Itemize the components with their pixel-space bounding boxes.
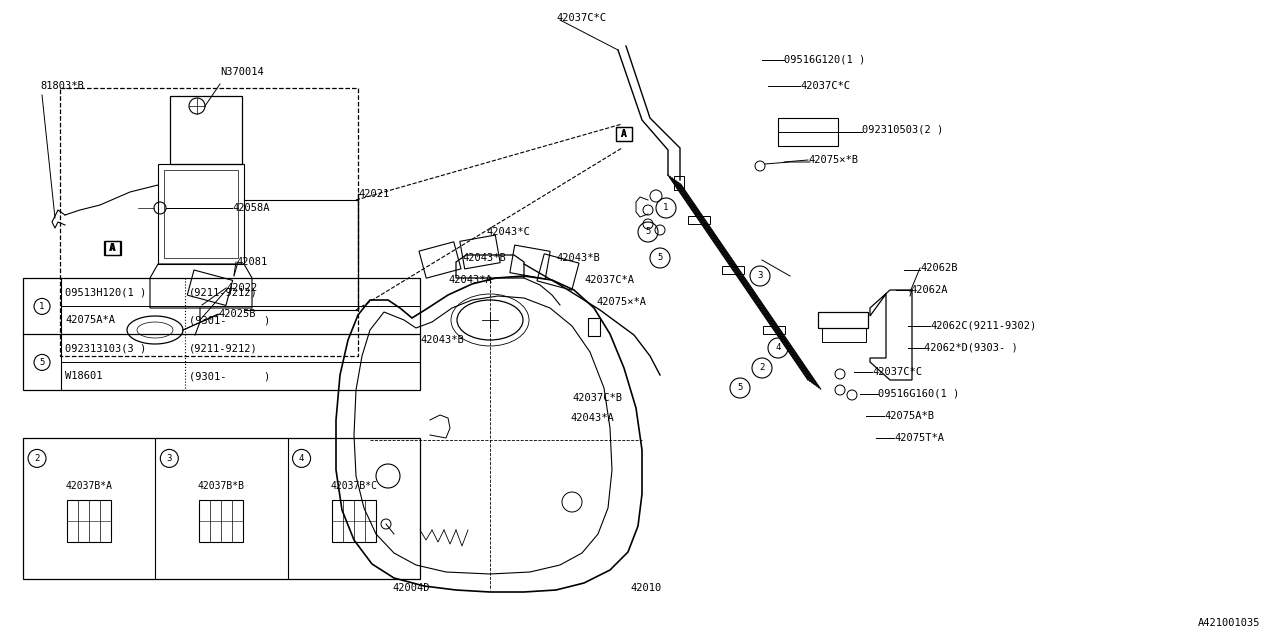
Text: 092310503(2 ): 092310503(2 ) (861, 125, 943, 135)
Text: A421001035: A421001035 (1198, 618, 1260, 628)
Bar (616, 127, 632, 141)
Text: 42058A: 42058A (232, 203, 270, 213)
Text: 42010: 42010 (630, 583, 662, 593)
Text: 42043*B: 42043*B (420, 335, 463, 345)
Text: A: A (110, 243, 116, 253)
Text: 42037C*C: 42037C*C (800, 81, 850, 91)
Text: A: A (621, 129, 627, 139)
Bar (616, 127, 632, 141)
Text: 09513H120(1 ): 09513H120(1 ) (65, 287, 146, 298)
Text: 42075A*A: 42075A*A (65, 316, 115, 325)
Text: 42062C(9211-9302): 42062C(9211-9302) (931, 321, 1037, 331)
Text: 81803*B: 81803*B (40, 81, 83, 91)
Text: 42043*A: 42043*A (448, 275, 492, 285)
Text: 42081: 42081 (236, 257, 268, 267)
Bar (460, 235, 500, 269)
Text: 42037B*C: 42037B*C (330, 481, 378, 492)
Text: W18601: W18601 (65, 371, 102, 381)
Text: 42062B: 42062B (920, 263, 957, 273)
Bar (538, 254, 579, 290)
Text: 3: 3 (166, 454, 172, 463)
Bar (722, 266, 744, 274)
Text: 42075×*A: 42075×*A (596, 297, 646, 307)
Bar (170, 96, 242, 164)
Text: 1: 1 (40, 302, 45, 311)
Text: 42062*D(9303- ): 42062*D(9303- ) (924, 343, 1018, 353)
Bar (23, 438, 420, 579)
Text: 5: 5 (645, 227, 650, 237)
Text: 09516G160(1 ): 09516G160(1 ) (878, 389, 959, 399)
Bar (187, 270, 233, 305)
Text: 42043*B: 42043*B (462, 253, 506, 263)
Text: 42037B*A: 42037B*A (65, 481, 113, 492)
Text: 5: 5 (737, 383, 742, 392)
Text: (9301-      ): (9301- ) (189, 316, 270, 325)
Text: 42004D: 42004D (392, 583, 430, 593)
Text: 3: 3 (758, 271, 763, 280)
Text: 5: 5 (40, 358, 45, 367)
Bar (200, 500, 243, 543)
Text: 42025B: 42025B (218, 309, 256, 319)
Text: 42021: 42021 (358, 189, 389, 199)
Text: 2: 2 (759, 364, 764, 372)
Text: 42075×*B: 42075×*B (808, 155, 858, 165)
Bar (778, 118, 838, 146)
Text: 4: 4 (300, 454, 305, 463)
Text: A: A (621, 129, 627, 139)
Text: 1: 1 (663, 204, 668, 212)
Text: 42037C*C: 42037C*C (872, 367, 922, 377)
Bar (332, 500, 376, 543)
Bar (67, 500, 111, 543)
Bar (818, 312, 868, 328)
Text: (9211-9212): (9211-9212) (189, 287, 257, 298)
Bar (822, 328, 867, 342)
Bar (23, 278, 420, 390)
Text: 5: 5 (658, 253, 663, 262)
Text: 42037C*A: 42037C*A (584, 275, 634, 285)
Bar (687, 216, 709, 224)
Text: 092313103(3 ): 092313103(3 ) (65, 344, 146, 353)
Text: 4: 4 (776, 344, 781, 353)
Text: 42075T*A: 42075T*A (893, 433, 945, 443)
Text: N370014: N370014 (220, 67, 264, 77)
Bar (60, 88, 358, 356)
Text: (9211-9212): (9211-9212) (189, 344, 257, 353)
Text: 42043*A: 42043*A (570, 413, 613, 423)
Bar (105, 241, 122, 255)
Bar (588, 318, 600, 336)
Bar (509, 245, 550, 279)
Bar (419, 242, 461, 278)
Text: 42043*C: 42043*C (486, 227, 530, 237)
Bar (104, 241, 120, 255)
Bar (164, 170, 238, 258)
Text: 42062A: 42062A (910, 285, 947, 295)
Bar (157, 164, 244, 264)
Text: 42022: 42022 (227, 283, 257, 293)
Text: 42043*B: 42043*B (556, 253, 600, 263)
Text: 42037B*B: 42037B*B (198, 481, 244, 492)
Text: A: A (109, 243, 115, 253)
Bar (763, 326, 785, 334)
Text: 42037C*C: 42037C*C (556, 13, 605, 23)
Text: 2: 2 (35, 454, 40, 463)
Text: 42037C*B: 42037C*B (572, 393, 622, 403)
Text: 09516G120(1 ): 09516G120(1 ) (783, 55, 865, 65)
Text: 42075A*B: 42075A*B (884, 411, 934, 421)
Bar (675, 176, 684, 190)
Text: (9301-      ): (9301- ) (189, 371, 270, 381)
